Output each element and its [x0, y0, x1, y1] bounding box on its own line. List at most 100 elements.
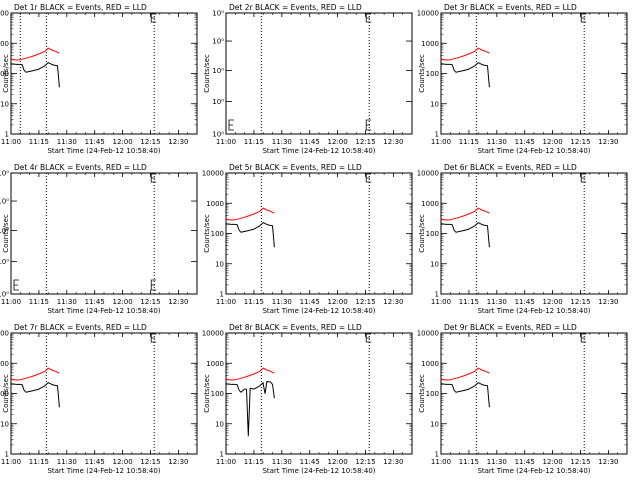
- range-marker: [150, 13, 157, 23]
- y-tick-label: 10000: [202, 170, 224, 178]
- y-axis-label: Counts/sec: [2, 214, 10, 253]
- x-tick-label: 11:00: [1, 138, 21, 146]
- plot-frame: [10, 12, 198, 135]
- range-marker: [150, 279, 157, 291]
- y-tick-label: 10: [215, 420, 224, 428]
- x-tick-label: 11:30: [487, 298, 507, 306]
- x-tick-label: 12:00: [328, 138, 348, 146]
- y-tick-label: 10⁰: [0, 258, 9, 266]
- x-tick-label: 12:00: [543, 298, 563, 306]
- x-tick-label: 11:15: [459, 298, 479, 306]
- y-tick-label: 1: [5, 451, 9, 459]
- detector-panel-7: Det 7r BLACK = Events, RED = LLD 11:00 11:…: [0, 323, 198, 475]
- x-tick-label: 11:45: [515, 138, 535, 146]
- x-tick-label: 12:00: [328, 298, 348, 306]
- x-tick-label: 11:45: [300, 458, 320, 466]
- x-tick-label: 12:30: [383, 458, 403, 466]
- x-tick-label: 12:30: [383, 298, 403, 306]
- y-tick-label: 10: [430, 260, 439, 268]
- events-series-line: [10, 382, 60, 408]
- x-tick-label: 11:30: [57, 298, 77, 306]
- y-tick-label: 10000: [417, 10, 439, 18]
- y-tick-label: 10: [430, 420, 439, 428]
- x-tick-label: 11:00: [216, 298, 236, 306]
- y-tick-label: 1: [435, 451, 439, 459]
- x-tick-label: 12:30: [168, 298, 188, 306]
- x-tick-label: 12:15: [355, 458, 375, 466]
- detector-panel-6: Det 6r BLACK = Events, RED = LLD 11:00 11:…: [417, 163, 628, 315]
- panel-title: Det 3r BLACK = Events, RED = LLD: [444, 3, 577, 12]
- y-tick-label: 10000: [417, 330, 439, 338]
- lld-series-line: [10, 47, 60, 61]
- range-marker: [580, 13, 587, 23]
- x-tick-label: 12:00: [328, 458, 348, 466]
- x-tick-label: 11:15: [29, 458, 49, 466]
- range-marker: [365, 333, 372, 343]
- y-tick-label: 100: [211, 230, 224, 238]
- x-tick-label: 12:30: [168, 458, 188, 466]
- x-tick-label: 11:15: [244, 458, 264, 466]
- x-tick-label: 12:15: [570, 138, 590, 146]
- x-tick-label: 12:00: [113, 138, 133, 146]
- x-axis-label: Start Time (24-Feb-12 10:58:40): [262, 467, 375, 475]
- y-tick-label: 10⁰: [0, 227, 9, 235]
- x-tick-label: 11:45: [85, 138, 105, 146]
- range-marker: [150, 333, 157, 343]
- panel-title: Det 7r BLACK = Events, RED = LLD: [14, 323, 147, 332]
- x-tick-label: 12:00: [113, 458, 133, 466]
- y-tick-label: 1: [220, 291, 224, 299]
- x-tick-label: 11:00: [1, 458, 21, 466]
- x-tick-label: 12:30: [598, 138, 618, 146]
- plot-frame: [440, 172, 628, 295]
- y-axis-label: Counts/sec: [418, 374, 426, 413]
- y-axis-label: Counts/sec: [203, 54, 211, 93]
- x-tick-label: 12:15: [355, 138, 375, 146]
- x-tick-label: 12:00: [543, 138, 563, 146]
- y-tick-label: 10000: [202, 330, 224, 338]
- y-tick-label: 10: [430, 100, 439, 108]
- panel-title: Det 6r BLACK = Events, RED = LLD: [444, 163, 577, 172]
- x-tick-label: 12:30: [598, 458, 618, 466]
- detector-panel-5: Det 5r BLACK = Events, RED = LLD 11:00 11:…: [202, 163, 413, 315]
- lld-series-line: [225, 367, 275, 381]
- y-axis-label: Counts/sec: [418, 214, 426, 253]
- y-axis-label: Counts/sec: [2, 374, 10, 413]
- x-tick-label: 11:30: [487, 458, 507, 466]
- y-tick-label: 10⁰: [212, 98, 224, 106]
- x-tick-label: 12:30: [598, 298, 618, 306]
- y-tick-label: 10: [0, 100, 9, 108]
- range-marker: [365, 13, 372, 23]
- detector-panel-8: Det 8r BLACK = Events, RED = LLD 11:00 11:…: [202, 323, 413, 475]
- x-axis-label: Start Time (24-Feb-12 10:58:40): [47, 467, 160, 475]
- detector-panel-2: Det 2r BLACK = Events, RED = LLD 11:00 11:…: [203, 3, 413, 155]
- x-tick-label: 11:45: [300, 298, 320, 306]
- x-tick-label: 12:15: [355, 298, 375, 306]
- y-tick-label: 10000: [0, 10, 9, 18]
- plot-frame: [10, 332, 198, 455]
- x-tick-label: 11:00: [216, 138, 236, 146]
- plot-frame: [440, 332, 628, 455]
- y-tick-label: 10000: [417, 170, 439, 178]
- y-tick-label: 10⁰: [0, 291, 9, 299]
- y-tick-label: 100: [426, 230, 439, 238]
- y-tick-label: 10⁰: [212, 67, 224, 75]
- range-marker: [13, 279, 19, 291]
- range-marker: [365, 119, 372, 131]
- x-tick-label: 11:45: [515, 298, 535, 306]
- y-tick-label: 10: [0, 420, 9, 428]
- lld-series-line: [440, 47, 490, 61]
- x-tick-label: 11:30: [272, 138, 292, 146]
- y-tick-label: 100: [426, 70, 439, 78]
- y-axis-label: Counts/sec: [203, 374, 211, 413]
- y-tick-label: 10000: [0, 330, 9, 338]
- lld-series-line: [440, 367, 490, 381]
- y-tick-label: 1000: [0, 360, 9, 368]
- x-tick-label: 11:15: [459, 458, 479, 466]
- y-tick-label: 10⁰: [0, 198, 9, 206]
- y-tick-label: 1000: [421, 360, 439, 368]
- y-tick-label: 10⁰: [212, 131, 224, 139]
- y-tick-label: 1: [5, 131, 9, 139]
- x-tick-label: 11:15: [29, 298, 49, 306]
- y-tick-label: 10⁰: [212, 38, 224, 46]
